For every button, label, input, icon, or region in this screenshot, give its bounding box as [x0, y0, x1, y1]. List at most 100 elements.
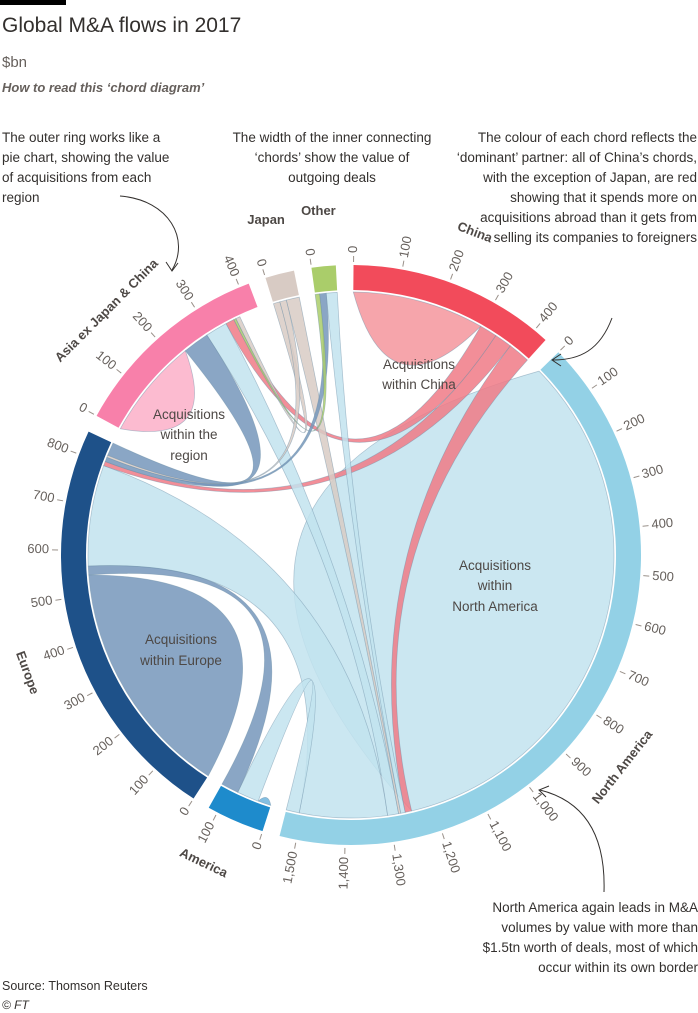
annotation-outer-ring: The outer ring works like a pie chart, s…	[2, 130, 170, 205]
tick-mark	[212, 814, 217, 821]
region-label-other: Other	[301, 203, 336, 218]
tick-mark	[596, 714, 602, 719]
tick-mark	[55, 598, 62, 601]
tick-mark	[116, 369, 122, 374]
tick-mark	[635, 624, 642, 627]
arrow-outer-ring-head	[165, 261, 179, 272]
tick-mark	[67, 646, 74, 650]
ring-segment-china	[353, 265, 546, 359]
inner-label-asia-1: Acquisitions	[153, 407, 225, 422]
tick-mark	[88, 411, 95, 415]
tick-label-na: 500	[652, 568, 675, 584]
inner-label-asia-3: region	[170, 448, 208, 463]
arrow-chord-colour-head	[551, 353, 562, 367]
tick-label-europe: 800	[45, 434, 71, 456]
inner-label-asia-2: within the	[159, 427, 217, 442]
inner-label-europe-1: Acquisitions	[145, 632, 217, 647]
inner-label-china-2: within China	[381, 377, 456, 392]
outer-ring	[60, 265, 642, 846]
tick-mark	[560, 345, 566, 351]
tick-mark	[148, 770, 154, 776]
tick-label-na: 1,400	[335, 857, 351, 890]
tick-mark	[393, 844, 396, 851]
tick-mark	[487, 813, 492, 820]
tick-mark	[259, 833, 263, 840]
tick-mark	[616, 428, 623, 432]
tick-label-america: 100	[194, 819, 217, 845]
tick-label-na: 1,200	[439, 839, 463, 875]
tick-mark	[114, 734, 120, 739]
tick-label-china: 0	[345, 246, 360, 253]
page-title: Global M&A flows in 2017	[2, 14, 242, 37]
chord-america-america	[257, 797, 272, 806]
tick-label-europe: 100	[126, 772, 152, 798]
tick-label-na: 1,000	[530, 789, 562, 824]
inner-label-china-1: Acquisitions	[383, 357, 455, 372]
region-label-america: America	[177, 845, 230, 881]
chord-china-na	[391, 345, 528, 813]
inner-label-europe-2: within Europe	[139, 653, 222, 668]
copyright: © FT	[2, 998, 29, 1012]
tick-label-europe: 400	[41, 642, 66, 663]
tick-mark	[591, 384, 598, 389]
tick-mark	[188, 800, 193, 807]
tick-label-asia: 100	[93, 347, 119, 372]
tick-label-china: 100	[396, 235, 415, 259]
region-label-asia: Asia ex Japan & China	[52, 255, 162, 365]
tick-mark	[235, 278, 239, 285]
source-note: Source: Thomson Reuters	[2, 979, 148, 993]
annotation-chord-colour: The colour of each chord reflects the ‘d…	[456, 130, 697, 245]
tick-mark	[57, 499, 64, 502]
chord-america-na	[237, 678, 316, 814]
how-to-heading: How to read this ‘chord diagram’	[2, 80, 205, 95]
chord-china-china	[352, 291, 482, 366]
tick-mark	[441, 833, 445, 840]
tick-label-na: 700	[626, 667, 652, 689]
arrow-outer-ring	[119, 195, 179, 271]
chord-asia-asia	[119, 350, 195, 432]
tick-label-na: 1,300	[389, 852, 409, 886]
unit-subtitle: $bn	[2, 54, 28, 71]
chord-other-europe	[104, 292, 329, 487]
tick-label-na: 1,100	[486, 818, 514, 854]
tick-mark	[294, 842, 297, 849]
tick-label-china: 400	[535, 299, 560, 325]
arrow-north-america-head	[538, 785, 550, 798]
tick-label-na: 0	[561, 333, 577, 349]
tick-mark	[70, 450, 77, 454]
chord-america-europe	[87, 565, 273, 793]
tick-mark	[619, 670, 626, 675]
tick-label-europe: 0	[176, 804, 193, 818]
arrow-north-america	[539, 789, 605, 893]
region-label-china: China	[455, 218, 495, 245]
ring-segment-other	[311, 265, 338, 293]
tick-label-japan: 0	[254, 257, 270, 268]
tick-mark	[262, 269, 266, 276]
tick-mark	[529, 787, 534, 793]
tick-label-asia: 0	[77, 399, 91, 416]
tick-mark	[86, 692, 93, 697]
tick-label-other: 0	[302, 247, 318, 256]
region-label-europe: Europe	[13, 649, 42, 696]
tick-label-na: 300	[640, 461, 665, 481]
tick-label-europe: 500	[30, 592, 54, 610]
tick-label-na: 600	[643, 618, 668, 638]
tick-label-na: 1,500	[279, 850, 300, 885]
tick-mark	[190, 301, 195, 308]
chord-other-asia	[233, 293, 327, 432]
tick-label-europe: 700	[32, 487, 56, 506]
tick-mark	[535, 323, 541, 329]
region-label-na: North America	[589, 726, 656, 806]
inner-labels: Acquisitions within China Acquisitions w…	[139, 357, 538, 668]
tick-label-europe: 300	[61, 690, 87, 713]
ring-segment-japan	[265, 270, 299, 302]
tick-mark	[450, 273, 454, 280]
chord-china-europe	[103, 335, 511, 493]
tick-label-asia: 300	[173, 277, 197, 303]
brand-bar	[0, 0, 66, 5]
tick-label-europe: 600	[27, 541, 49, 556]
tick-label-america: 0	[249, 840, 265, 851]
ring-segment-america	[208, 785, 271, 832]
tick-mark	[402, 260, 405, 267]
